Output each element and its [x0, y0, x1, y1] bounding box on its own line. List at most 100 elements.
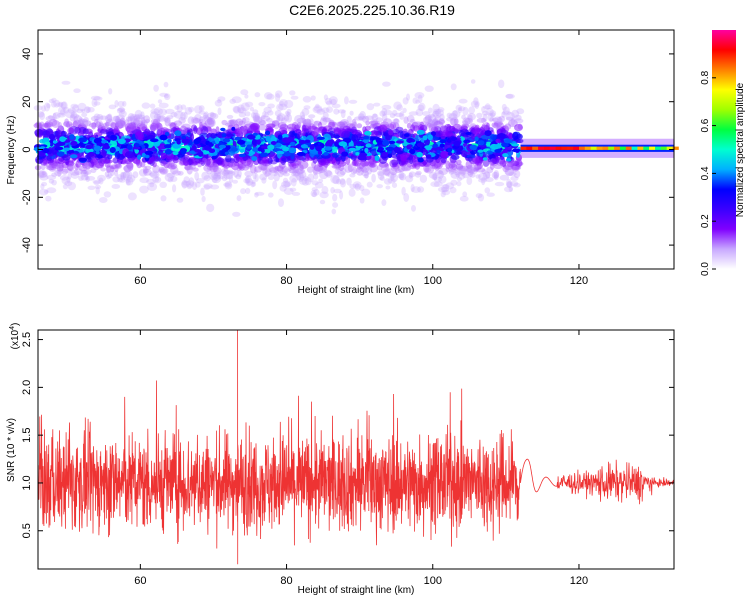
heatmap-cell	[172, 151, 179, 156]
heatmap-cell	[316, 136, 325, 140]
heatmap-cell	[228, 119, 236, 125]
heatmap-cell	[440, 190, 446, 198]
x-tick-label: 100	[424, 275, 442, 287]
heatmap-cell	[418, 102, 426, 112]
heatmap-cell	[298, 160, 309, 169]
heatmap-band-cell	[649, 146, 656, 150]
heatmap-cell	[254, 166, 263, 173]
heatmap-cell	[250, 123, 259, 131]
heatmap-cell	[377, 171, 385, 181]
heatmap-cell	[474, 136, 479, 142]
heatmap-cell	[44, 121, 51, 130]
heatmap-cell	[277, 134, 283, 141]
heatmap-cell	[144, 165, 152, 170]
heatmap-cell	[282, 146, 290, 152]
heatmap-cell	[112, 115, 120, 122]
heatmap-cell	[333, 164, 342, 169]
heatmap-cell	[296, 117, 307, 124]
heatmap-cell	[66, 176, 71, 184]
heatmap-cell	[513, 169, 521, 179]
heatmap-cell	[164, 93, 171, 101]
heatmap-cell	[45, 115, 56, 122]
heatmap-cell	[245, 178, 254, 187]
heatmap-cell	[158, 102, 169, 109]
heatmap-cell	[432, 172, 438, 181]
heatmap-cell	[267, 110, 274, 116]
heatmap-cell	[270, 141, 277, 145]
heatmap-cell	[127, 161, 134, 171]
heatmap-cell	[447, 166, 458, 172]
heatmap-cell	[196, 127, 203, 135]
heatmap-cell	[448, 169, 458, 174]
heatmap-cell	[39, 188, 49, 196]
heatmap-cell	[239, 148, 245, 153]
heatmap-cell	[505, 167, 514, 176]
heatmap-cell	[517, 123, 523, 130]
heatmap-cell	[459, 165, 470, 172]
heatmap-cell	[82, 120, 92, 127]
heatmap-cell	[497, 116, 502, 123]
heatmap-band-cell	[520, 146, 527, 150]
heatmap-cell	[262, 167, 268, 175]
heatmap-cell	[331, 103, 341, 109]
heatmap-cell	[501, 103, 507, 111]
heatmap-cell	[115, 120, 120, 128]
heatmap-cell	[98, 121, 103, 127]
heatmap-cell	[217, 99, 222, 104]
heatmap-cell	[182, 161, 190, 166]
heatmap-cell	[126, 162, 134, 169]
heatmap-cell	[215, 175, 225, 180]
heatmap-cell	[495, 138, 501, 143]
heatmap-cell	[460, 150, 468, 158]
heatmap-cell	[254, 191, 265, 196]
heatmap-cell	[191, 144, 197, 151]
heatmap-cell	[250, 181, 255, 188]
heatmap-cell	[322, 112, 329, 119]
heatmap-cell	[134, 109, 143, 119]
heatmap-cell	[91, 98, 98, 108]
heatmap-cell	[296, 151, 306, 156]
heatmap-cell	[299, 111, 305, 120]
heatmap-cell	[194, 181, 201, 188]
heatmap-cell	[466, 177, 473, 185]
heatmap-cell	[55, 102, 64, 108]
heatmap-cell	[461, 114, 466, 120]
spectrogram-xlabel: Height of straight line (km)	[298, 285, 415, 296]
heatmap-cell	[208, 117, 216, 125]
heatmap-cell	[209, 184, 220, 190]
heatmap-cell	[69, 114, 76, 122]
colorbar-tick-label: 0.4	[700, 166, 711, 180]
heatmap-cell	[174, 130, 182, 137]
heatmap-cell	[427, 118, 433, 125]
heatmap-cell	[129, 113, 138, 122]
heatmap-cell	[139, 161, 146, 168]
heatmap-cell	[451, 163, 458, 171]
heatmap-cell	[411, 205, 416, 212]
heatmap-cell	[208, 148, 216, 153]
y-tick-label: 1.0	[21, 475, 33, 490]
heatmap-cell	[126, 174, 136, 183]
heatmap-cell	[492, 116, 503, 124]
heatmap-cell	[176, 197, 184, 203]
heatmap-cell	[51, 97, 57, 103]
heatmap-cell	[469, 169, 478, 175]
heatmap-cell	[293, 170, 301, 176]
heatmap-cell	[296, 172, 302, 181]
heatmap-cell	[219, 144, 226, 149]
heatmap-cell	[98, 157, 105, 167]
heatmap-cell	[212, 177, 218, 184]
heatmap-cell	[441, 189, 451, 196]
heatmap-cell	[70, 140, 78, 146]
heatmap-cell	[104, 171, 110, 178]
heatmap-cell	[317, 166, 328, 173]
heatmap-cell	[302, 157, 307, 162]
x-tick-label: 60	[134, 575, 146, 587]
heatmap-cell	[289, 187, 297, 192]
heatmap-cell	[54, 169, 63, 177]
heatmap-cell	[90, 95, 101, 101]
heatmap-cell	[271, 120, 276, 128]
heatmap-cell	[127, 122, 136, 132]
heatmap-cell	[330, 98, 337, 105]
heatmap-cell	[299, 172, 304, 181]
heatmap-cell	[512, 131, 519, 141]
